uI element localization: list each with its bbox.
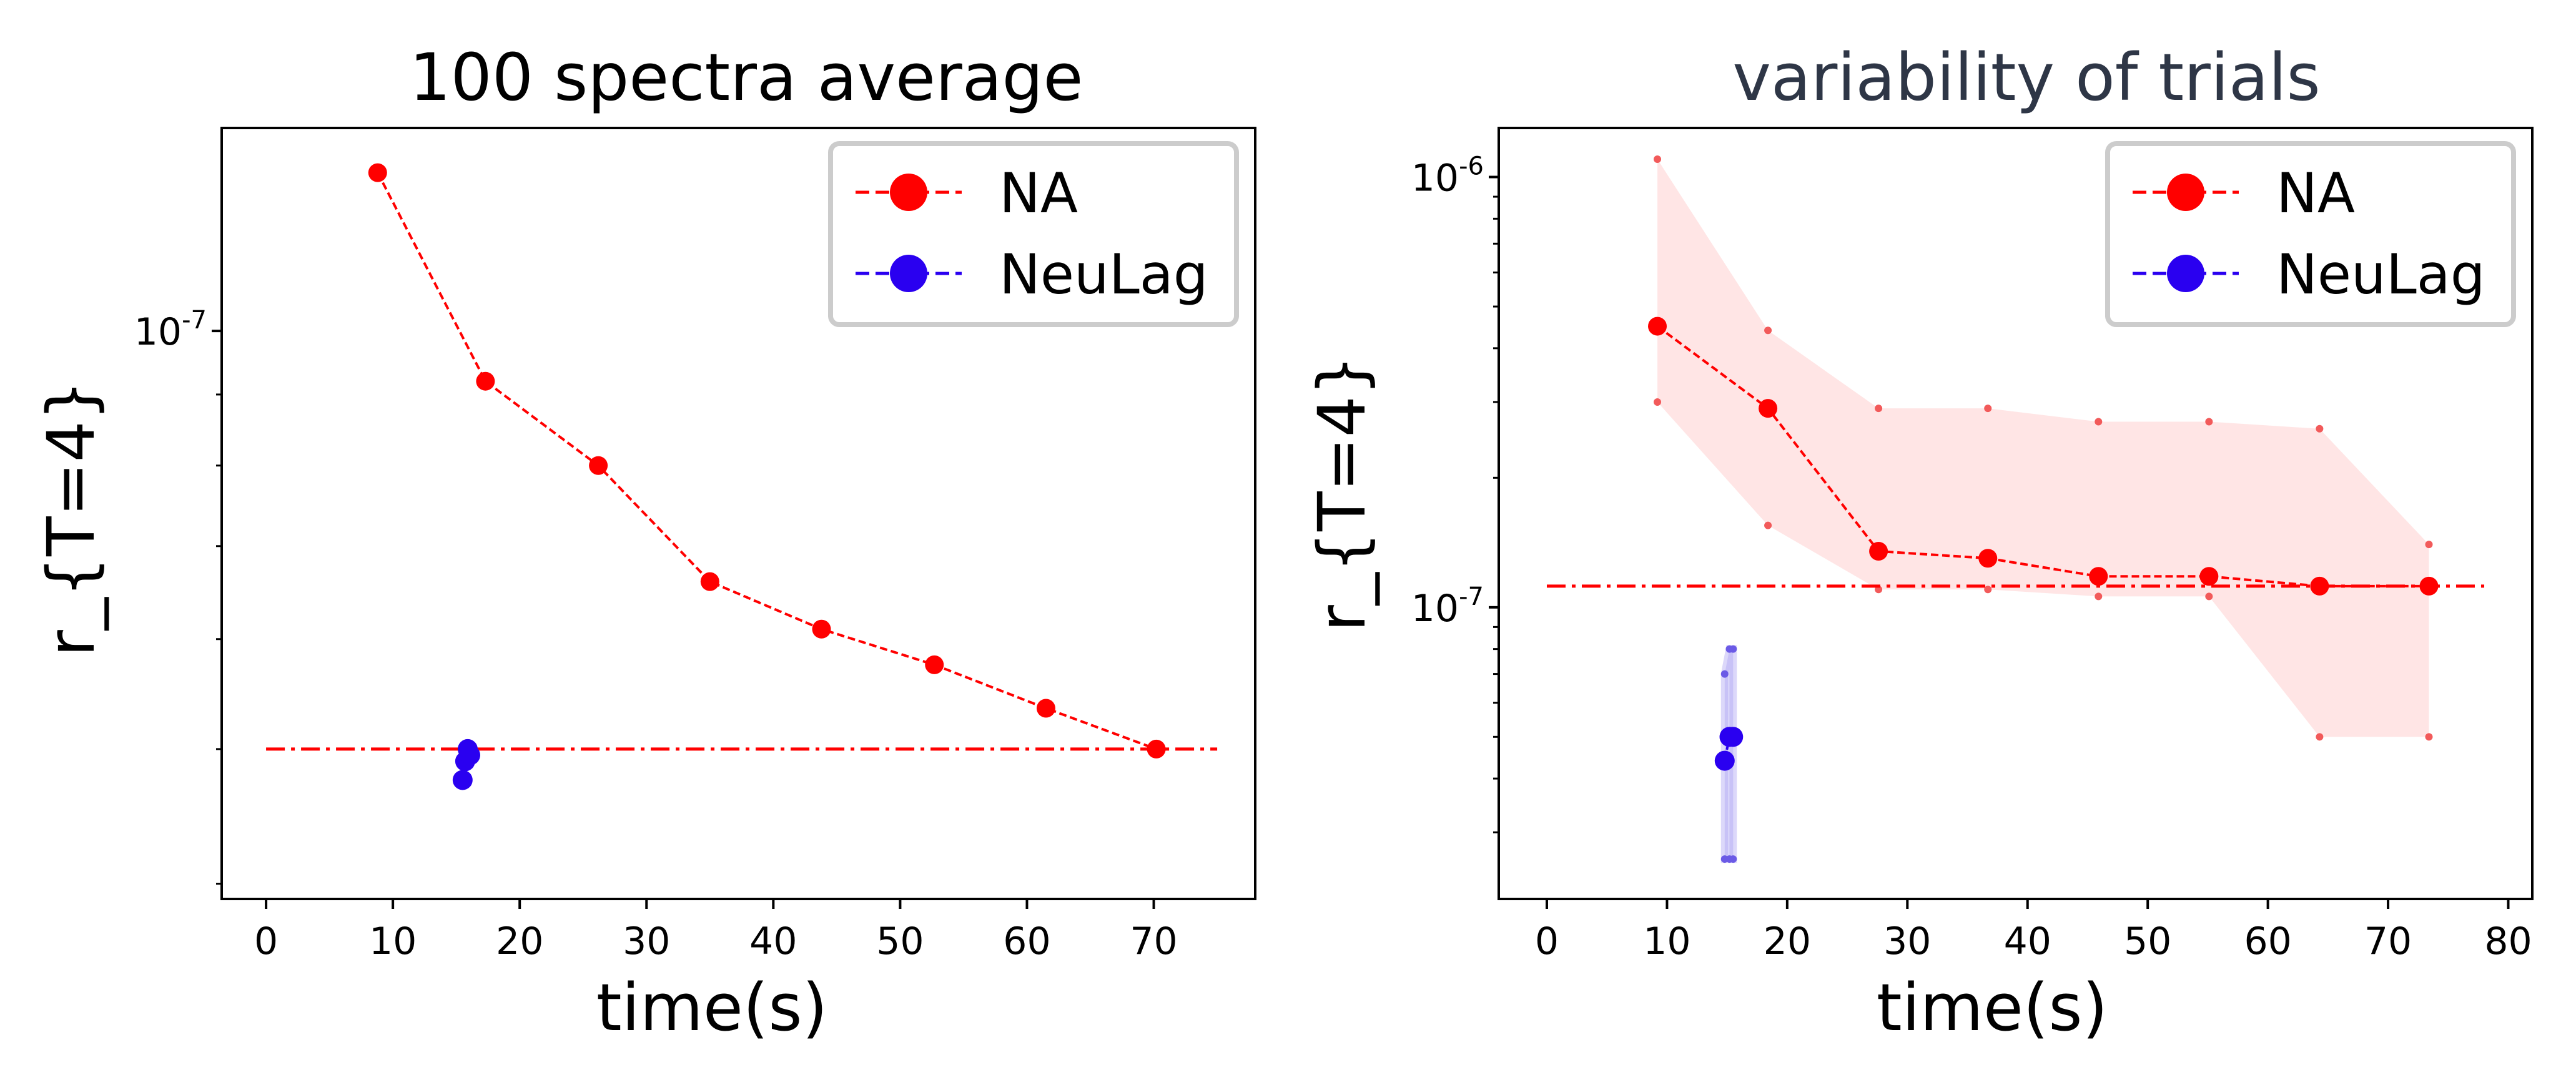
na-data-point <box>1759 399 1778 418</box>
band-lower-point <box>1764 521 1772 529</box>
band-upper-point <box>1875 405 1883 413</box>
x-ticks: 0 10 20 30 40 50 60 70 80 <box>1535 899 2532 963</box>
x-tick-label: 70 <box>1130 920 1177 963</box>
band-upper-point <box>2205 418 2213 426</box>
legend-box <box>2105 141 2516 327</box>
band-lower-point <box>2205 592 2213 601</box>
y-axis-label: r_{T=4} <box>33 380 109 657</box>
na-data-point <box>925 655 944 674</box>
neulag-data-point <box>1723 727 1744 747</box>
y-tick-label: 10-6 <box>1411 152 1484 200</box>
legend-label: NeuLag <box>999 242 1208 307</box>
x-tick-label: 10 <box>1643 920 1690 963</box>
legend-marker <box>2167 255 2204 292</box>
band-lower-point <box>2425 733 2433 741</box>
x-tick-label: 0 <box>1535 920 1559 963</box>
chart-title: variability of trials <box>1732 39 2320 115</box>
x-tick-label: 20 <box>496 920 543 963</box>
legend-label: NeuLag <box>2276 242 2485 307</box>
legend-label: NA <box>999 161 1078 225</box>
band-lower-point <box>1729 855 1737 863</box>
band-lower-point <box>1654 398 1662 406</box>
legend: NA NeuLag <box>828 141 1239 327</box>
neulag-data-point <box>452 770 473 790</box>
na-data-point <box>2419 576 2439 596</box>
legend-marker <box>890 174 927 211</box>
y-ticks: 10-7 <box>134 306 222 885</box>
band-upper-point <box>2095 418 2103 426</box>
y-tick-label: 10-7 <box>1411 582 1484 631</box>
x-axis-label: time(s) <box>1877 970 2108 1046</box>
x-tick-label: 50 <box>876 920 924 963</box>
na-data-point <box>1648 317 1667 336</box>
legend: NA NeuLag <box>2105 141 2516 327</box>
x-tick-label: 80 <box>2484 920 2532 963</box>
na-data-point <box>2310 576 2329 596</box>
band-upper-point <box>2316 425 2324 433</box>
x-tick-label: 40 <box>749 920 797 963</box>
na-variability-band <box>1657 159 2429 737</box>
neulag-data-point <box>460 745 481 765</box>
series-group <box>368 163 1166 790</box>
na-data-point <box>1036 699 1055 718</box>
chart-title: 100 spectra average <box>410 39 1083 115</box>
band-upper-point <box>2425 541 2433 549</box>
band-upper-point <box>1984 405 1992 413</box>
na-data-point <box>368 163 387 182</box>
x-tick-label: 40 <box>2004 920 2051 963</box>
na-data-point <box>589 456 608 475</box>
na-series-line <box>1656 325 2429 587</box>
x-tick-label: 0 <box>254 920 278 963</box>
series-group <box>1648 317 2439 771</box>
x-tick-label: 20 <box>1764 920 1811 963</box>
x-axis-label: time(s) <box>596 970 827 1046</box>
na-data-point <box>2199 567 2219 586</box>
x-tick-label: 10 <box>369 920 417 963</box>
na-data-point <box>1978 549 1998 568</box>
band-lower-point <box>1984 586 1992 594</box>
x-tick-label: 50 <box>2124 920 2171 963</box>
na-data-point <box>1869 541 1888 561</box>
na-data-point <box>1147 739 1166 759</box>
x-tick-label: 30 <box>623 920 670 963</box>
y-axis-label: r_{T=4} <box>1304 355 1380 632</box>
neulag-data-point <box>1714 750 1735 771</box>
band-upper-point <box>1729 645 1737 653</box>
band-upper-point <box>1654 155 1662 164</box>
chart-variability-of-trials: 0 10 20 30 40 50 60 70 80 10-6 10-7 variability o… <box>1304 39 2534 1046</box>
band-lower-point <box>2095 592 2103 601</box>
x-ticks: 0 10 20 30 40 50 60 70 <box>254 899 1178 963</box>
legend-label: NA <box>2276 161 2355 225</box>
na-data-point <box>700 572 719 591</box>
x-tick-label: 70 <box>2364 920 2412 963</box>
legend-box <box>828 141 1239 327</box>
band-lower-point <box>2316 733 2324 741</box>
na-data-point <box>476 371 495 391</box>
legend-marker <box>2167 174 2204 211</box>
x-tick-label: 60 <box>2244 920 2291 963</box>
legend-marker <box>890 255 927 292</box>
x-tick-label: 60 <box>1003 920 1050 963</box>
na-data-point <box>812 619 831 639</box>
y-ticks: 10-6 10-7 <box>1411 152 1499 833</box>
band-upper-point <box>1764 327 1772 335</box>
na-data-point <box>2089 567 2108 586</box>
y-tick-label: 10-7 <box>134 306 207 354</box>
band-upper-point <box>1720 670 1729 678</box>
na-series-line <box>376 172 1157 750</box>
x-tick-label: 30 <box>1883 920 1931 963</box>
chart-100-spectra-average: 0 10 20 30 40 50 60 70 10-7 100 spectra average… <box>33 39 1256 1046</box>
